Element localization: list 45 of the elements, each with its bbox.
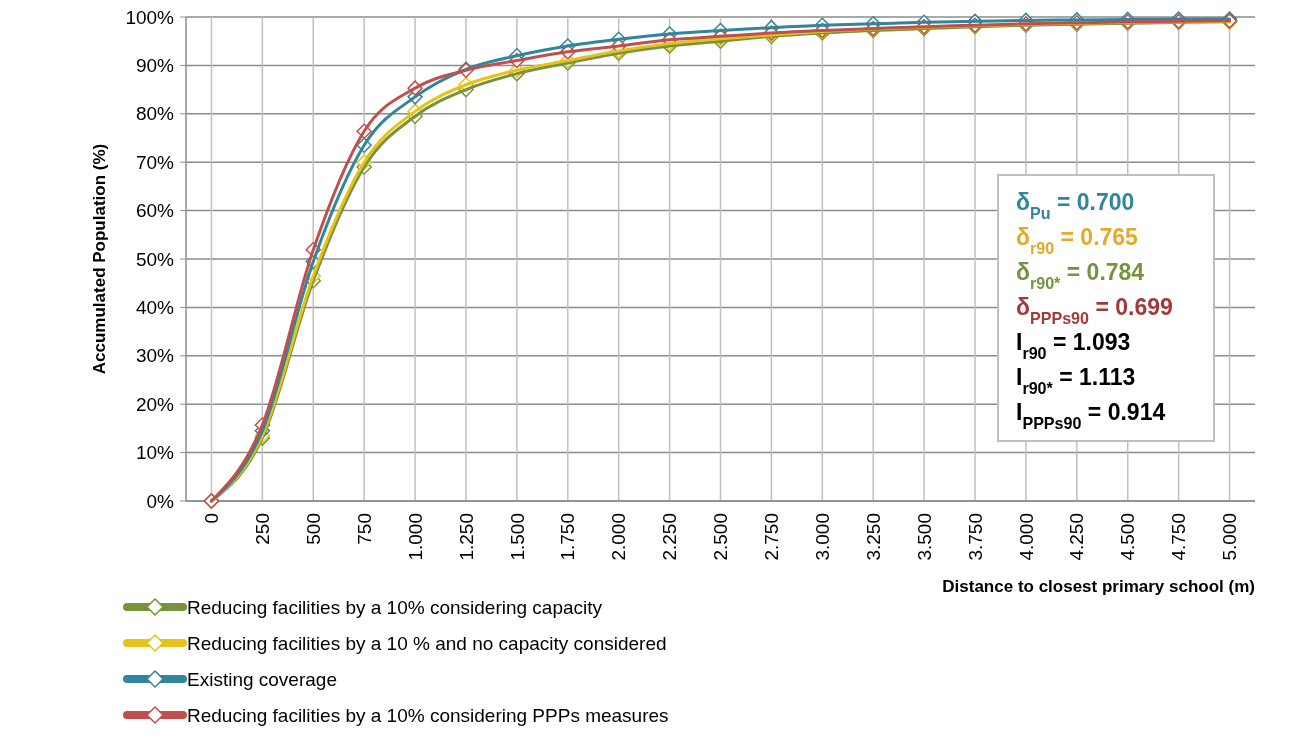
- x-tick-label: 1.250: [455, 513, 477, 561]
- x-tick-label: 1.000: [404, 513, 426, 561]
- y-tick-label: 90%: [135, 55, 175, 77]
- x-axis-title: Distance to closest primary school (m): [942, 577, 1255, 596]
- annotation: I$_{PPPs90}$ = 0.914: [1016, 399, 1166, 432]
- x-tick-label: 3.750: [964, 513, 986, 561]
- annotation: δ$_{PPPs90}$ = 0.699: [1016, 294, 1173, 327]
- annotation: I$_{r90*}$ = 1.113: [1016, 364, 1136, 397]
- x-tick-label: 250: [252, 513, 274, 545]
- annotation: δ$_{r90}$ = 0.765: [1016, 224, 1139, 257]
- x-tick-label: 3.250: [862, 513, 884, 561]
- legend-label: Existing coverage: [187, 668, 337, 690]
- x-tick-label: 4.250: [1066, 513, 1088, 561]
- x-tick-label: 4.500: [1117, 513, 1139, 561]
- x-tick-label: 3.500: [913, 513, 935, 561]
- y-tick-label: 50%: [135, 248, 175, 270]
- y-tick-label: 40%: [135, 297, 175, 319]
- x-tick-label: 750: [353, 513, 375, 545]
- y-tick-label: 100%: [125, 6, 175, 28]
- x-tick-label: 3.000: [811, 513, 833, 561]
- x-tick-label: 2.750: [761, 513, 783, 561]
- x-tick-label: 2.500: [710, 513, 732, 561]
- annotation: I$_{r90}$ = 1.093: [1016, 329, 1131, 362]
- annotation: δ$_{Pu}$ = 0.700: [1016, 189, 1135, 222]
- x-tick-label: 4.750: [1168, 513, 1190, 561]
- y-tick-label: 20%: [135, 393, 175, 415]
- y-axis-title: Accumulated Population (%): [90, 143, 109, 375]
- x-tick-label: 500: [302, 513, 324, 545]
- x-tick-label: 1.500: [506, 513, 528, 561]
- x-tick-label: 2.000: [608, 513, 630, 561]
- y-tick-label: 60%: [135, 200, 175, 222]
- y-tick-label: 70%: [135, 151, 175, 173]
- x-tick-label: 2.250: [659, 513, 681, 561]
- x-tick-label: 5.000: [1219, 513, 1241, 561]
- legend-label: Reducing facilities by a 10 % and no capacity considered: [187, 632, 667, 654]
- y-tick-label: 0%: [146, 490, 175, 512]
- x-tick-label: 4.000: [1015, 513, 1037, 561]
- legend-label: Reducing facilities by a 10% considering capacity: [187, 596, 603, 618]
- y-tick-label: 30%: [135, 345, 175, 367]
- y-tick-label: 80%: [135, 103, 175, 125]
- legend-label: Reducing facilities by a 10% considering PPPs measures: [187, 704, 669, 726]
- x-tick-label: 1.750: [557, 513, 579, 561]
- annotation: δ$_{r90*}$ = 0.784: [1016, 259, 1145, 292]
- y-tick-label: 10%: [135, 442, 175, 464]
- x-tick-label: 0: [201, 513, 223, 524]
